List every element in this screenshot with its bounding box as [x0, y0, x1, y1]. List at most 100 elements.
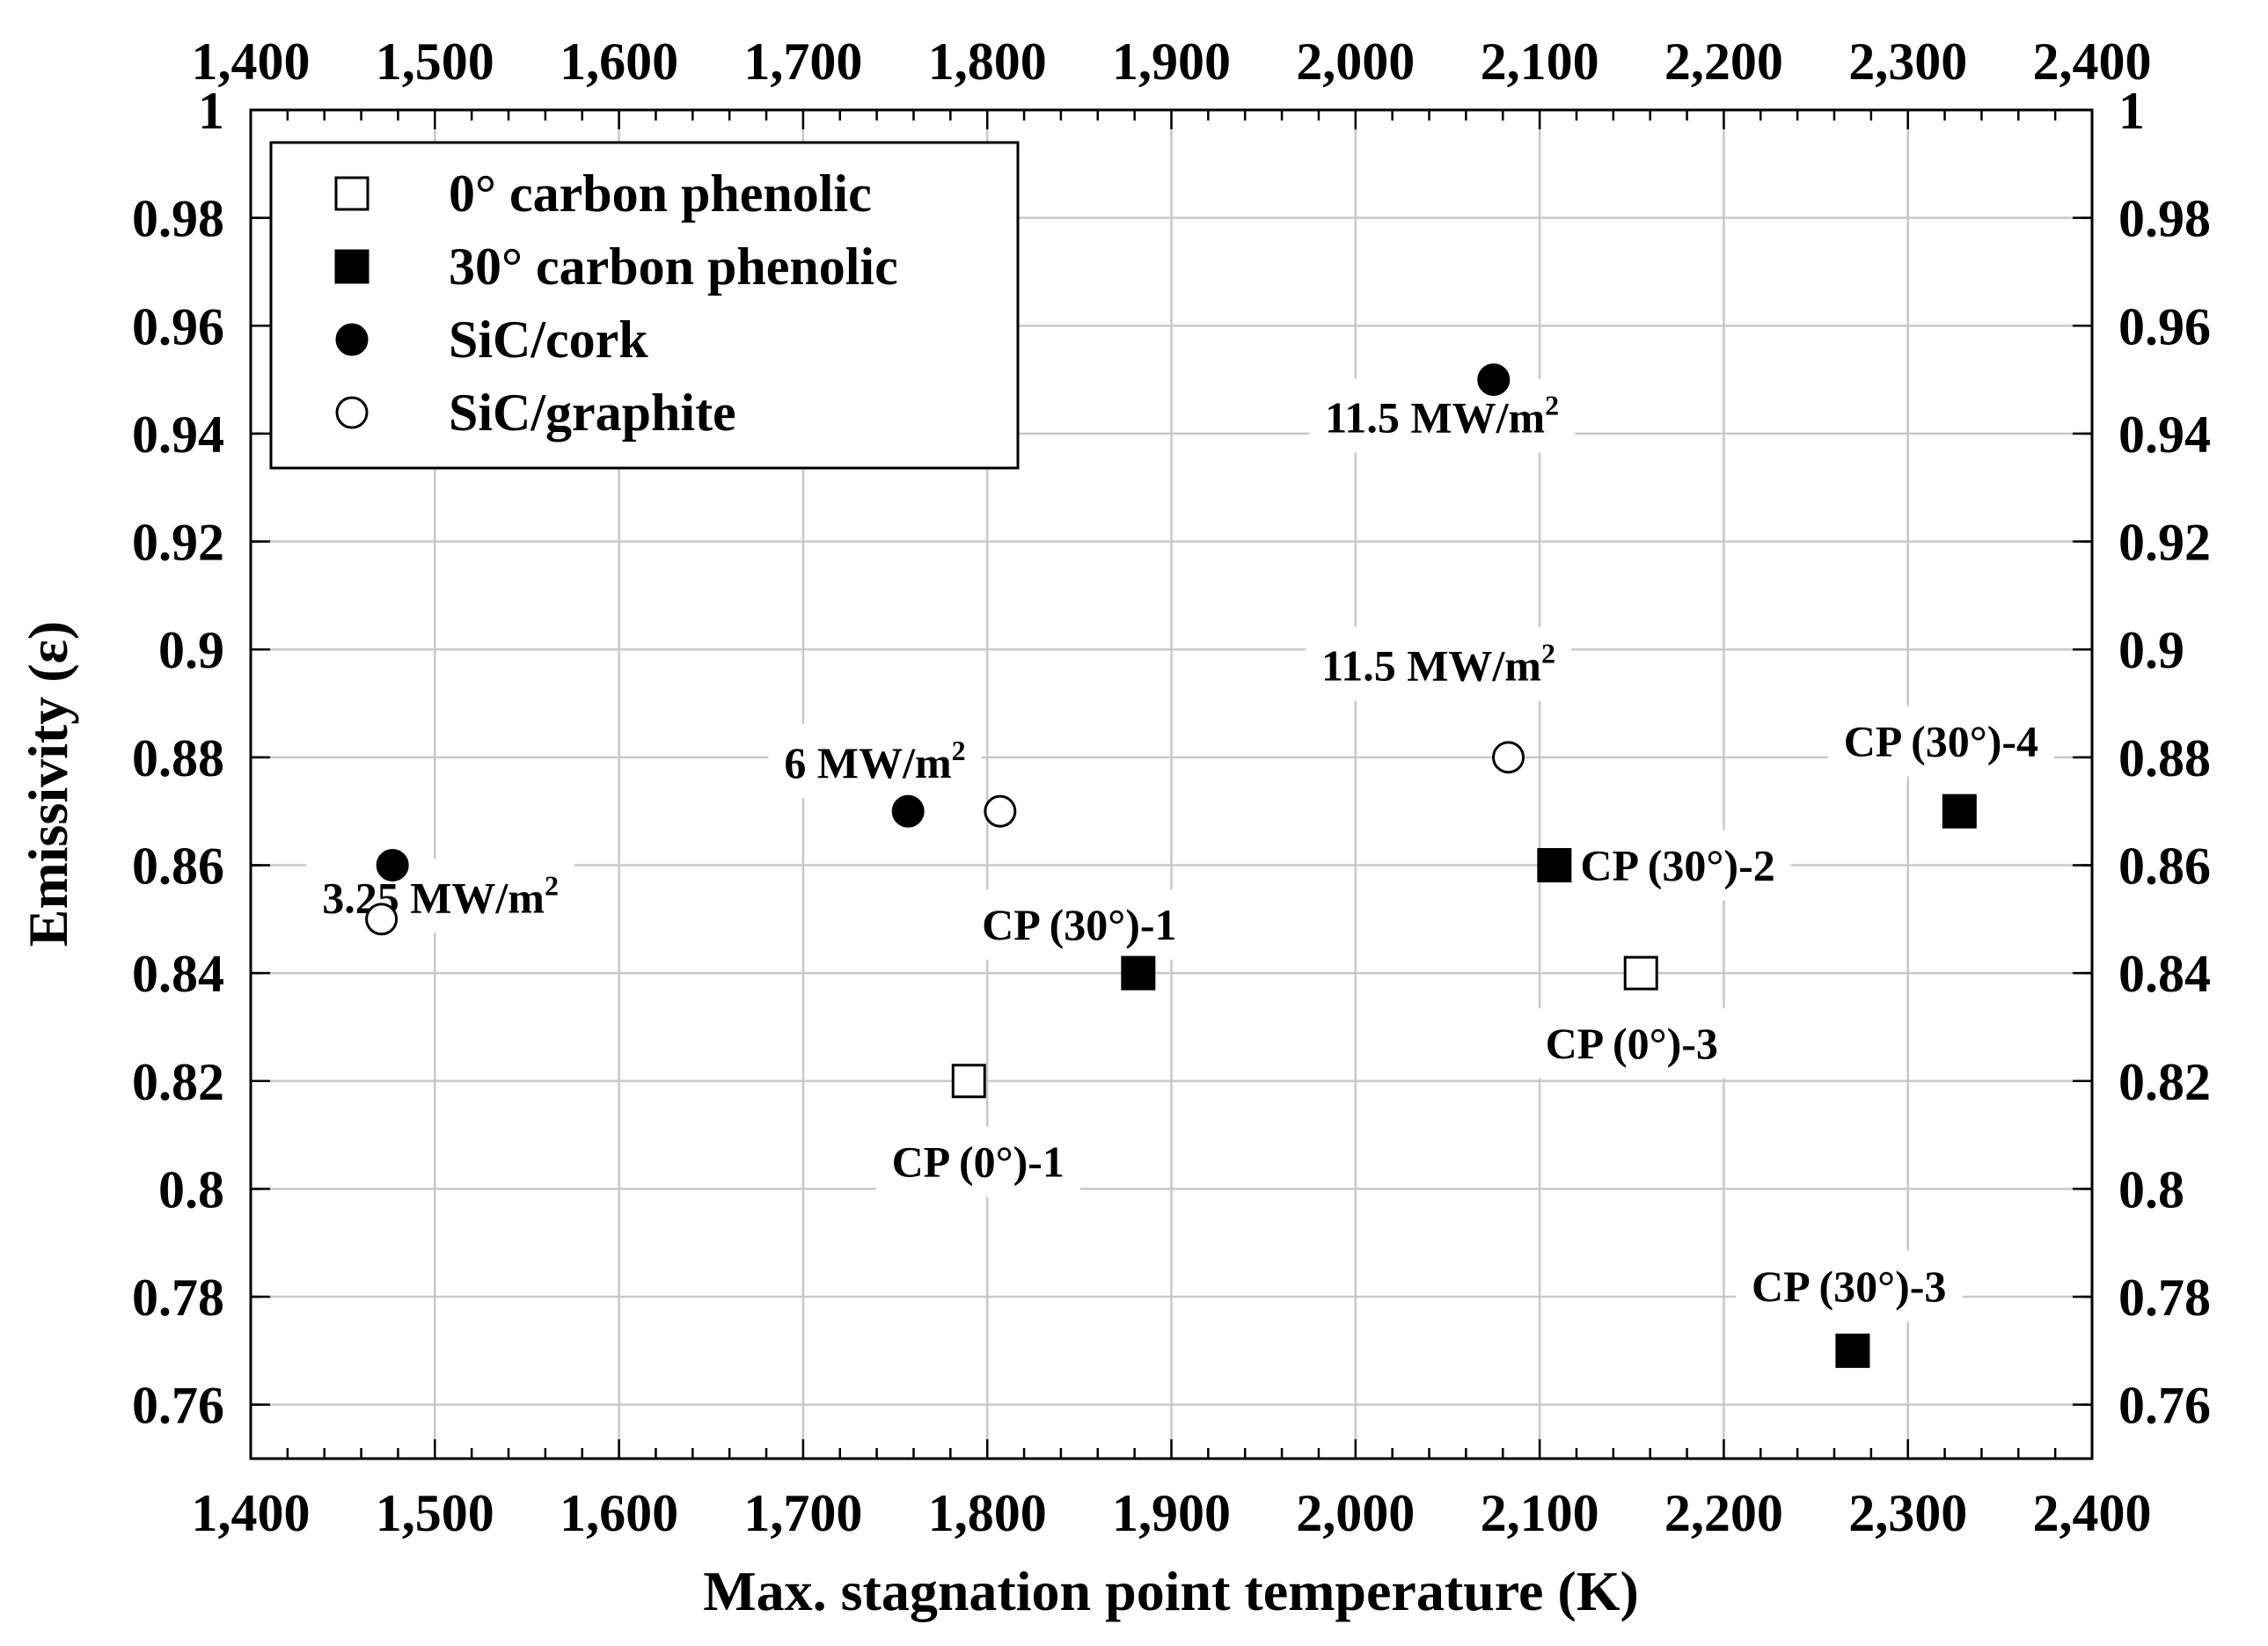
y-tick-label: 0.8: [158, 1160, 224, 1218]
data-point: [1477, 363, 1511, 397]
legend-marker: [335, 323, 369, 356]
tick-labels: 1,400 1,400 1,500 1,500 1,600 1,600 1,700 1,700…: [132, 33, 2211, 1542]
annotation-label: 11.5 MW/m2: [1321, 638, 1555, 691]
y-tick-label: 0.94: [132, 406, 224, 464]
annotation-label: CP (0°)-1: [892, 1138, 1064, 1187]
annotation-label: CP (30°)-2: [1580, 840, 1774, 889]
data-point: [1942, 794, 1977, 829]
x-tick-label: 1,800: [928, 1484, 1047, 1542]
legend-marker: [334, 176, 369, 211]
data-point: [951, 1064, 986, 1099]
x-tick-label: 1,500: [376, 1484, 494, 1542]
annotation-label: CP (30°)-4: [1844, 716, 2038, 765]
annotation-superscript: 2: [545, 869, 559, 901]
annotation-text: 6 MW/m: [784, 738, 951, 787]
x-tick-label-top: 1,500: [376, 33, 494, 91]
legend-label: SiC/cork: [449, 311, 648, 369]
y-tick-label: 0.78: [132, 1269, 224, 1327]
y-tick-label-right: 0.88: [2118, 729, 2211, 787]
y-tick-label-right: 0.94: [2118, 406, 2211, 464]
annotation-background: [1529, 1007, 1734, 1079]
x-tick-label-top: 2,300: [1848, 33, 1967, 91]
annotation-background: [768, 723, 982, 798]
data-point: [1121, 955, 1156, 991]
y-tick-label-right: 0.9: [2118, 621, 2184, 679]
x-tick-label: 2,400: [2033, 1484, 2152, 1542]
annotation-background: [306, 859, 574, 933]
y-tick-label-right: 0.86: [2118, 837, 2211, 895]
annotation-background: [1305, 626, 1571, 701]
x-tick-label-top: 1,700: [743, 33, 862, 91]
legend-marker: [335, 396, 369, 429]
annotation-text: CP (0°)-1: [892, 1138, 1064, 1187]
y-tick-label: 0.76: [132, 1377, 224, 1435]
x-tick-label: 1,700: [743, 1484, 862, 1542]
y-tick-label: 0.9: [158, 621, 224, 679]
data-point: [1537, 847, 1572, 882]
annotation-background: [1564, 830, 1791, 901]
annotation-superscript: 2: [1541, 638, 1555, 669]
x-tick-label: 1,900: [1112, 1484, 1231, 1542]
x-tick-label: 2,200: [1664, 1484, 1783, 1542]
annotation-text: 3.25 MW/m: [322, 873, 545, 922]
y-tick-label: 0.88: [132, 729, 224, 787]
y-tick-label: 1: [198, 82, 224, 140]
x-tick-label: 2,100: [1481, 1484, 1599, 1542]
annotation-background: [966, 889, 1193, 960]
x-tick-label: 1,400: [192, 1484, 311, 1542]
x-tick-label-top: 2,000: [1296, 33, 1415, 91]
annotation-label: 6 MW/m2: [784, 735, 965, 787]
y-tick-label: 0.98: [132, 190, 224, 248]
x-tick-label-top: 1,600: [560, 33, 678, 91]
y-tick-label-right: 1: [2118, 82, 2145, 140]
annotation-label: CP (30°)-3: [1752, 1262, 1946, 1311]
y-axis-title: Emissivity (ε): [17, 621, 79, 947]
data-point: [984, 794, 1017, 828]
annotation-background: [1309, 378, 1576, 453]
annotation-label: CP (0°)-3: [1546, 1019, 1718, 1068]
x-tick-label-top: 2,200: [1664, 33, 1783, 91]
annotation-text: CP (30°)-1: [982, 900, 1176, 949]
x-tick-label-top: 1,400: [192, 33, 311, 91]
y-tick-label: 0.96: [132, 297, 224, 355]
y-tick-label-right: 0.76: [2118, 1377, 2211, 1435]
legend: 0° carbon phenolic 30° carbon phenolic SiC…: [269, 141, 1020, 470]
annotation-text: 11.5 MW/m: [1321, 641, 1541, 691]
legend-label: SiC/graphite: [449, 384, 736, 442]
annotation-label: 11.5 MW/m2: [1325, 390, 1559, 443]
legend-label: 0° carbon phenolic: [449, 165, 872, 223]
x-tick-label-top: 2,400: [2033, 33, 2152, 91]
annotation-text: CP (30°)-2: [1580, 840, 1774, 889]
data-points: [365, 363, 1977, 1368]
y-tick-label: 0.92: [132, 514, 224, 572]
y-tick-label-right: 0.78: [2118, 1269, 2211, 1327]
x-tick-label-top: 1,800: [928, 33, 1047, 91]
annotation-text: CP (30°)-4: [1844, 716, 2038, 765]
annotation-background: [875, 1126, 1080, 1197]
data-point: [1623, 955, 1658, 991]
y-tick-label-right: 0.82: [2118, 1053, 2211, 1111]
x-axis-title: Max. stagnation point temperature (K): [703, 1560, 1639, 1622]
data-point: [365, 903, 399, 936]
x-tick-label: 2,300: [1848, 1484, 1967, 1542]
x-tick-label: 1,600: [560, 1484, 678, 1542]
y-tick-label: 0.82: [132, 1053, 224, 1111]
x-tick-label-top: 2,100: [1481, 33, 1599, 91]
y-tick-label-right: 0.98: [2118, 190, 2211, 248]
data-point: [1835, 1333, 1870, 1368]
annotation-superscript: 2: [952, 735, 966, 766]
annotation-text: CP (30°)-3: [1752, 1262, 1946, 1311]
annotation-label: 3.25 MW/m2: [322, 869, 559, 922]
data-point: [376, 848, 409, 882]
annotation-text: CP (0°)-3: [1546, 1019, 1718, 1068]
annotation-superscript: 2: [1545, 390, 1559, 421]
plot-frame: [249, 108, 2094, 1460]
y-tick-label-right: 0.92: [2118, 514, 2211, 572]
y-tick-label: 0.84: [132, 945, 224, 1003]
annotation-label: CP (30°)-1: [982, 900, 1176, 949]
y-tick-label-right: 0.8: [2118, 1160, 2184, 1218]
legend-box: [269, 141, 1020, 470]
x-tick-label: 2,000: [1296, 1484, 1415, 1542]
